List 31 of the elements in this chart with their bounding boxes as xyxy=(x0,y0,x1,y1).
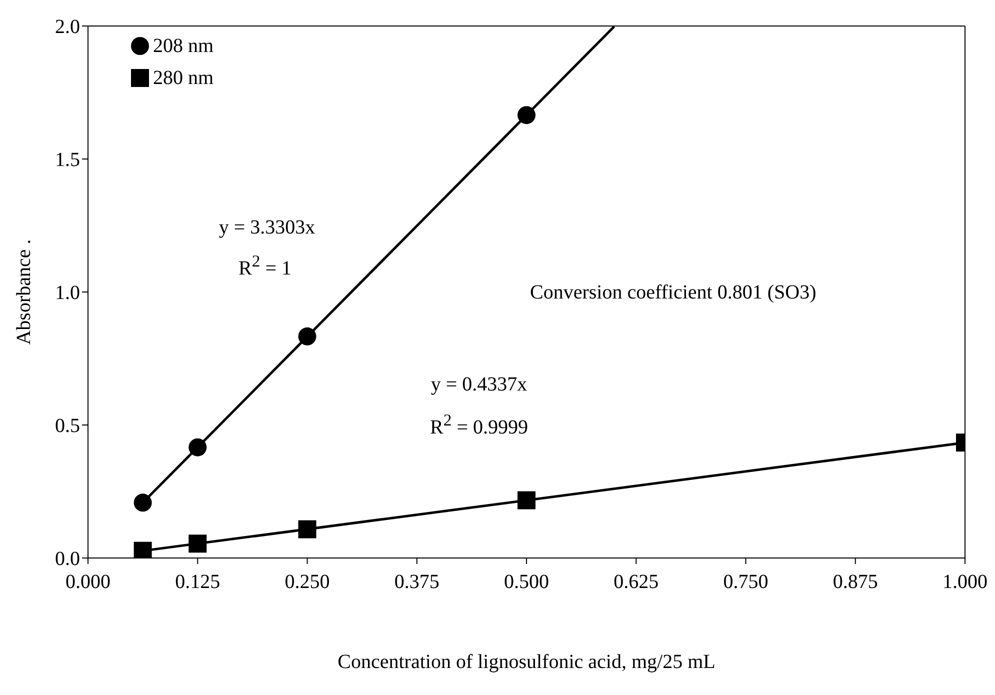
point xyxy=(518,106,536,124)
y-tick-label: 0.5 xyxy=(55,415,80,438)
point xyxy=(518,491,536,510)
x-tick-label: 0.375 xyxy=(394,571,440,594)
x-tick-label: 0.125 xyxy=(175,571,220,594)
annotation: y = 0.4337x xyxy=(430,374,528,396)
annotation: R$^{2}$ = 0.9999 xyxy=(430,410,528,440)
x-tick-label: 0.875 xyxy=(832,571,878,594)
y-tick-label: 1.0 xyxy=(55,282,80,304)
annotation: y = 3.3303x xyxy=(218,216,316,240)
y-axis-title: Absorbance . xyxy=(13,239,36,345)
y-tick-label: 1.5 xyxy=(55,149,80,172)
annotation: Conversion coefficient 0.801 (SO3) xyxy=(530,282,816,304)
x-tick-label: 0.625 xyxy=(614,571,659,594)
point xyxy=(134,542,152,558)
x-tick-label: 1.000 xyxy=(942,571,988,594)
y-tick-label: 0.0 xyxy=(55,548,80,570)
point xyxy=(134,494,152,512)
x-tick-label: 0.500 xyxy=(504,571,549,594)
point xyxy=(188,438,207,456)
point xyxy=(188,534,207,553)
legend-label: 280 nm xyxy=(153,66,214,91)
annotation: R$^{2}$ = 1 xyxy=(238,252,292,280)
point xyxy=(298,327,316,346)
point xyxy=(298,520,316,538)
x-tick-label: 0.750 xyxy=(723,571,768,594)
y-tick-label: 2.0 xyxy=(55,16,80,38)
x-tick-label: 0.000 xyxy=(66,571,110,594)
x-tick-label: 0.250 xyxy=(284,571,330,594)
x-axis-title: Concentration of lignosulfonic acid, mg/25 mL xyxy=(338,651,716,673)
legend-label: 208 nm xyxy=(153,34,214,59)
